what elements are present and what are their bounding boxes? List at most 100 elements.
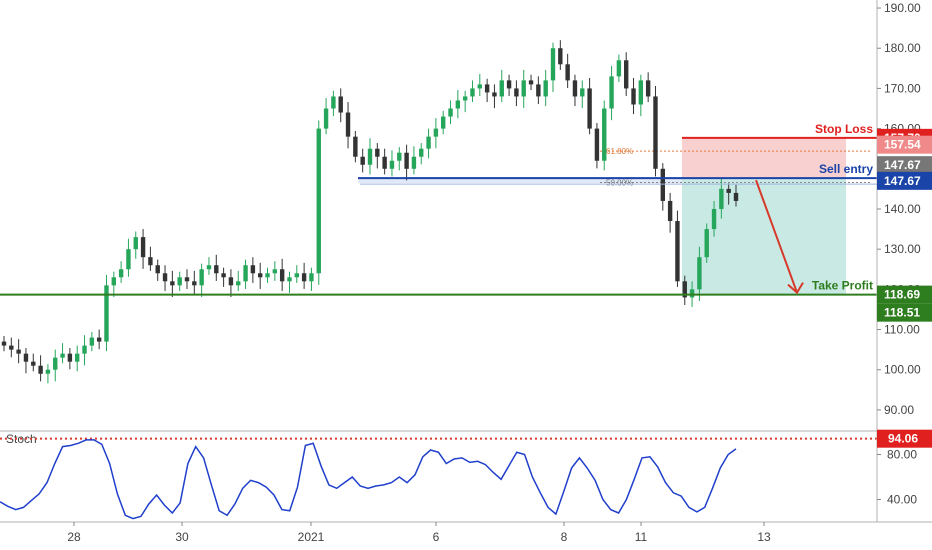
candle-body [338, 96, 343, 113]
candle-body [345, 112, 351, 137]
stoch-level-label: 94.06 [888, 432, 918, 446]
price-tag-label: 118.51 [884, 306, 920, 320]
candle-body [104, 285, 109, 342]
candle-body [250, 265, 256, 274]
take-profit-zone [682, 178, 846, 295]
candle-body [426, 136, 431, 149]
candle-body [638, 80, 644, 105]
stop-loss-zone [682, 137, 846, 179]
time-tick-label: 30 [175, 530, 189, 544]
price-tag-label: 118.69 [884, 288, 920, 302]
candle-body [506, 80, 512, 89]
candle-body [470, 88, 475, 97]
candle-body [602, 108, 607, 161]
time-tick-label: 28 [67, 530, 81, 544]
candle-body [316, 128, 321, 274]
price-tag-label: 147.67 [884, 174, 921, 188]
candle-body [404, 152, 409, 169]
price-tag [877, 135, 932, 154]
time-tick-label: 2021 [298, 530, 325, 544]
price-tag [877, 156, 932, 175]
candle-body [53, 357, 58, 370]
candle-body [126, 249, 131, 270]
price-tag-label: 157.54 [884, 138, 921, 152]
price-tick-label: 170.00 [884, 81, 921, 95]
candle-body [23, 353, 29, 362]
candle-body [726, 188, 731, 193]
candle-body [258, 273, 263, 278]
candle-body [367, 148, 373, 165]
candle-body [441, 116, 446, 129]
candle-body [382, 156, 387, 169]
candle-body [594, 128, 600, 161]
candle-body [521, 80, 526, 97]
candle-body [133, 237, 138, 250]
candle-body [433, 128, 439, 137]
candle-body [353, 136, 358, 157]
candle-body [192, 281, 197, 286]
candle-body [631, 88, 636, 105]
candle-body [96, 337, 102, 342]
candle-body [301, 273, 307, 282]
candle-body [528, 80, 534, 85]
candle-body [272, 269, 278, 274]
candle-body [492, 92, 497, 97]
candle-body [543, 80, 548, 97]
stoch-tick-label: 40.00 [887, 493, 917, 507]
candle-body [587, 88, 592, 129]
time-tick-label: 6 [433, 530, 440, 544]
candle-body [477, 84, 482, 89]
candle-body [616, 60, 622, 77]
candle-body [118, 269, 124, 278]
candle-body [580, 88, 585, 97]
price-tag-label: 147.67 [884, 158, 921, 172]
candle-body [67, 353, 73, 362]
candle-body [184, 277, 190, 282]
sell-arrow-head [787, 282, 804, 295]
candle-body [243, 265, 248, 282]
candle-body [484, 84, 490, 93]
level-label-sell-entry: Sell entry [819, 162, 873, 176]
candle-body [38, 365, 43, 374]
candle-body [448, 108, 453, 117]
candle-body [462, 96, 468, 101]
candle-body [419, 148, 424, 157]
fibonacci-label: 50.00% [606, 178, 633, 187]
candle-body [206, 265, 212, 270]
price-tick-label: 180.00 [884, 41, 921, 55]
candle-body [455, 100, 461, 109]
stochastic-panel: Stoch [0, 432, 877, 520]
candle-body [719, 188, 724, 209]
candle-body [9, 345, 14, 350]
candle-body [397, 152, 402, 161]
stoch-line [0, 439, 737, 520]
candle-body [75, 353, 80, 362]
stoch-tick-label: 80.00 [887, 448, 917, 462]
sell-arrow-shaft [755, 179, 798, 293]
price-tick-label: 190.00 [884, 1, 921, 15]
candle-body [1, 341, 7, 346]
candle-body [221, 273, 226, 278]
candle-body [514, 88, 519, 97]
candle-body [711, 208, 717, 230]
candle-body [155, 265, 160, 274]
candle-body [558, 48, 563, 65]
candle-body [82, 345, 87, 354]
candle-body [236, 281, 241, 286]
candle-body [550, 48, 556, 81]
candle-body [375, 148, 380, 157]
candle-body [31, 361, 36, 366]
candle-body [565, 64, 570, 81]
candle-body [572, 80, 578, 97]
candle-body [60, 353, 65, 358]
candle-body [162, 273, 168, 282]
candle-body [111, 277, 116, 286]
candle-body [660, 168, 665, 201]
price-tag [877, 171, 932, 190]
candle-body [309, 273, 314, 282]
candle-body [199, 269, 204, 286]
level-label-take-profit: Take Profit [812, 279, 873, 293]
candle-body [389, 160, 395, 169]
